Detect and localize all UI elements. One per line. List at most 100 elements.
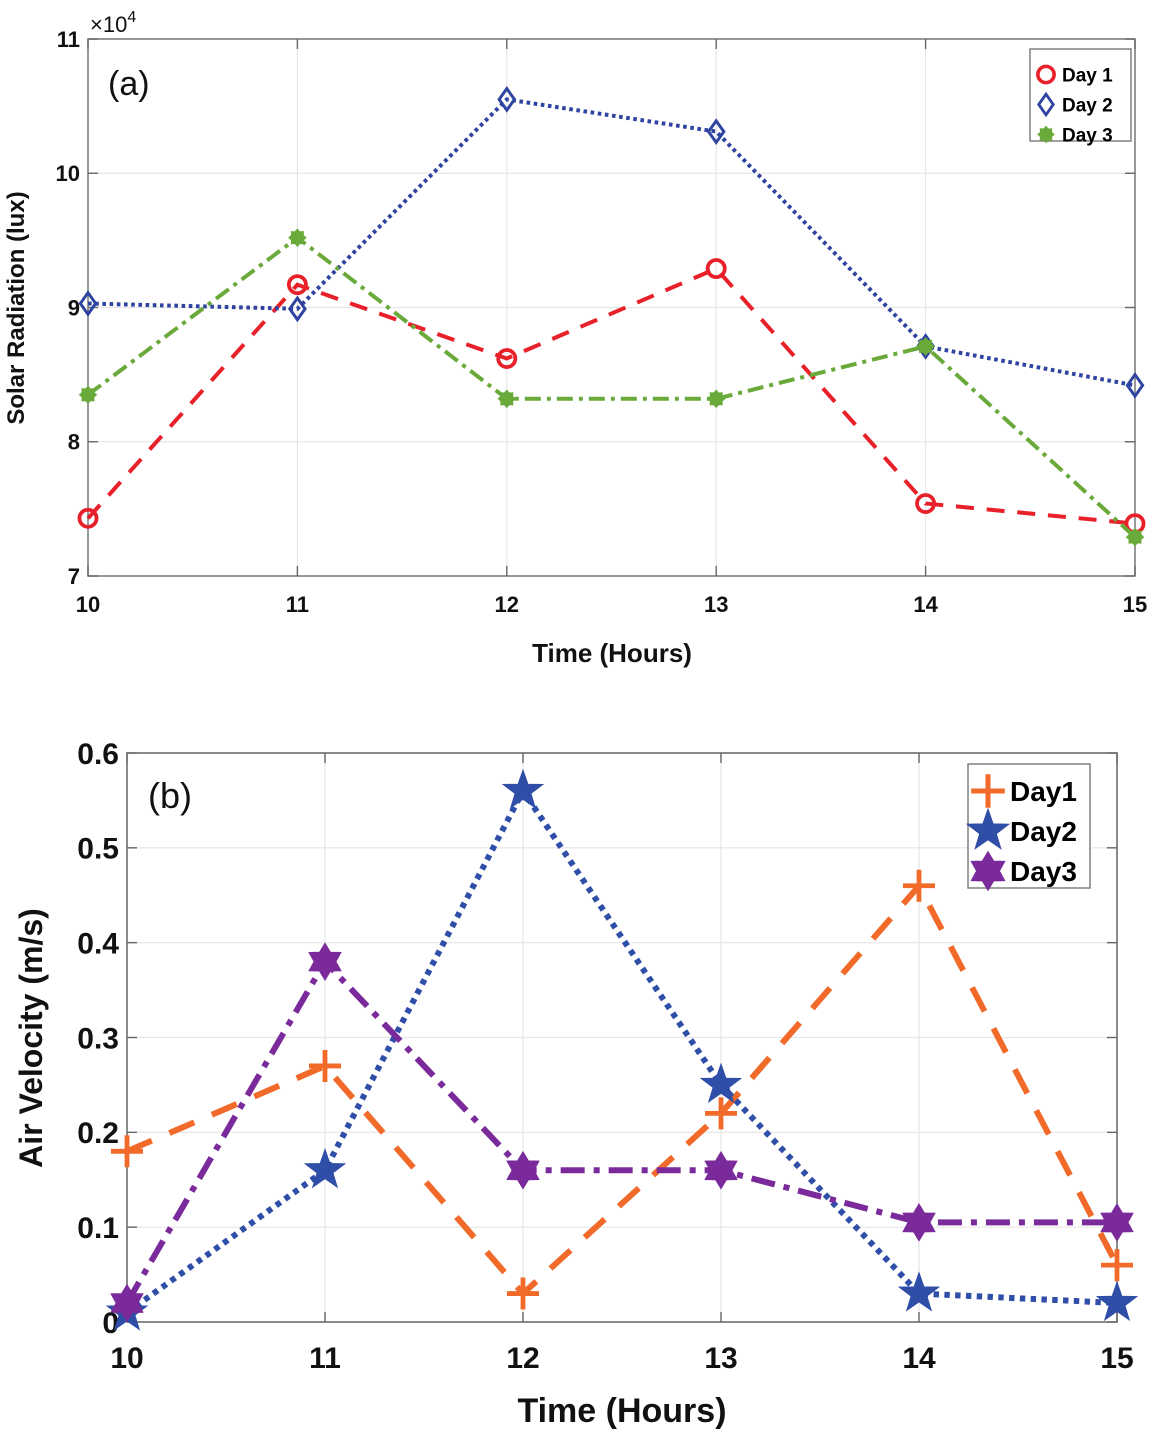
data-point-marker [1095, 1280, 1139, 1322]
x-tick-label: 11 [309, 1342, 341, 1375]
chart-a: 10 11 12 13 14 15 7 8 9 10 11 (a) ×104 Time (Hours… [3, 9, 1147, 668]
chart-a-legend: Day 1 Day 2 Day 3 [1029, 48, 1132, 146]
x-tick-label: 10 [76, 592, 100, 617]
legend-label: Day1 [1010, 776, 1077, 807]
legend-marker-icon [1036, 64, 1056, 85]
y-tick-label: 9 [68, 295, 80, 320]
series-day3 [110, 942, 1134, 1323]
data-point-marker [286, 274, 308, 296]
chart-a-y-multiplier-exponent: 4 [127, 9, 136, 26]
series-line [86, 266, 1136, 526]
legend-entry: Day2 [965, 807, 1077, 850]
legend-label: Day 2 [1062, 95, 1113, 116]
data-point-marker [309, 1049, 341, 1082]
x-tick-label: 12 [495, 592, 519, 617]
data-point-marker [308, 942, 342, 981]
data-point-marker [111, 1135, 143, 1168]
legend-marker-icon [965, 807, 1011, 850]
chart-a-panel-label: (a) [108, 65, 150, 103]
legend-marker-icon [1037, 91, 1055, 118]
chart-a-y-multiplier: ×104 [90, 9, 136, 37]
y-tick-label: 0.4 [77, 927, 119, 960]
y-tick-label: 7 [68, 564, 80, 589]
y-tick-label: 0.6 [77, 738, 119, 771]
chart-b-panel-label: (b) [148, 775, 192, 816]
x-tick-label: 15 [1100, 1342, 1133, 1375]
data-point-marker [705, 258, 727, 280]
data-point-marker [903, 869, 935, 902]
data-point-marker [78, 385, 98, 405]
series-line [124, 956, 1117, 1305]
legend-label: Day 3 [1062, 125, 1113, 146]
data-point-marker [78, 290, 98, 317]
x-tick-label: 11 [286, 592, 309, 617]
y-tick-label: 0.2 [77, 1117, 119, 1150]
data-point-marker [897, 1271, 941, 1312]
data-point-marker [704, 1150, 738, 1190]
y-tick-label: 0.3 [77, 1022, 119, 1055]
series-line [86, 235, 1137, 539]
data-point-marker [507, 1277, 539, 1310]
data-point-marker [699, 1062, 743, 1103]
data-point-marker [706, 389, 726, 409]
legend-entry: Day1 [971, 774, 1077, 808]
chart-b: 10 11 12 13 14 15 0 0.1 0.2 0.3 0.4 0.5 0.6 (b) Time… [13, 738, 1139, 1430]
data-point-marker [916, 337, 935, 356]
legend-label: Day2 [1010, 816, 1077, 847]
legend-entry: Day 3 [1037, 125, 1113, 146]
legend-marker-icon [1037, 125, 1055, 144]
legend-entry: Day 2 [1037, 91, 1113, 118]
chart-a-grid [87, 38, 1136, 577]
data-point-marker [915, 493, 937, 514]
data-point-marker [303, 1147, 347, 1189]
data-point-marker [288, 228, 307, 247]
x-tick-label: 13 [704, 592, 728, 617]
chart-a-x-axis-label: Time (Hours) [532, 638, 692, 668]
chart-b-series [105, 768, 1139, 1331]
y-tick-label: 8 [68, 430, 80, 455]
series-day1 [111, 869, 1133, 1310]
data-point-marker [501, 768, 545, 809]
x-tick-label: 13 [704, 1342, 737, 1375]
chart-b-y-axis-label: Air Velocity (m/s) [13, 908, 49, 1168]
data-point-marker [1100, 1203, 1134, 1242]
y-tick-label: 0.1 [77, 1212, 119, 1245]
data-point-marker [1125, 371, 1145, 399]
data-point-marker [506, 1150, 540, 1190]
chart-b-ticks: 10 11 12 13 14 15 0 0.1 0.2 0.3 0.4 0.5 0.6 [77, 738, 1133, 1375]
x-tick-label: 14 [902, 1342, 936, 1375]
data-point-marker [706, 118, 726, 146]
y-tick-label: 0.5 [77, 833, 119, 866]
chart-a-ticks: 10 11 12 13 14 15 7 8 9 10 11 [56, 27, 1148, 617]
chart-a-series [77, 86, 1146, 547]
y-tick-label: 10 [56, 161, 80, 186]
series-day-2 [78, 86, 1145, 399]
chart-b-x-axis-label: Time (Hours) [517, 1392, 726, 1430]
series-line [125, 880, 1120, 1298]
legend-marker-icon [971, 774, 1005, 808]
data-point-marker [496, 348, 518, 369]
data-point-marker [497, 389, 517, 409]
series-line [87, 97, 1136, 388]
data-point-marker [110, 1283, 144, 1323]
data-point-marker [287, 295, 307, 323]
legend-marker-icon [970, 850, 1006, 892]
data-point-marker [902, 1203, 936, 1242]
chart-a-y-axis-label: Solar Radiation (lux) [3, 191, 30, 424]
legend-entry: Day3 [970, 850, 1077, 892]
x-tick-label: 12 [506, 1342, 539, 1375]
legend-label: Day 1 [1062, 65, 1113, 86]
y-tick-label: 11 [57, 27, 80, 52]
x-tick-label: 10 [110, 1342, 143, 1375]
data-point-marker [1125, 527, 1145, 547]
data-point-marker [77, 507, 99, 529]
legend-label: Day3 [1010, 856, 1077, 887]
y-tick-label: 0 [102, 1307, 119, 1340]
legend-entry: Day 1 [1036, 64, 1113, 86]
x-tick-label: 14 [913, 592, 938, 617]
data-point-marker [1101, 1249, 1133, 1282]
data-point-marker [497, 86, 517, 113]
chart-b-legend: Day1 Day2 Day3 [965, 763, 1091, 892]
data-point-marker [705, 1097, 737, 1130]
